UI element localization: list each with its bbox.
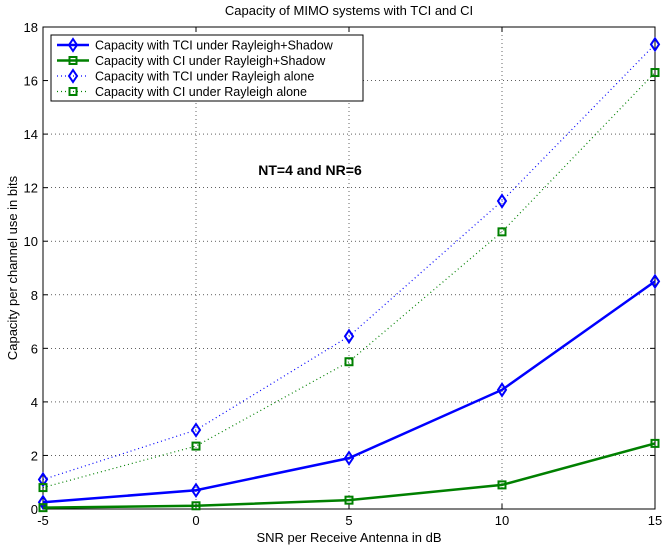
data-point <box>343 328 355 345</box>
y-tick-label: 10 <box>24 234 38 249</box>
data-point <box>497 227 507 237</box>
series-1 <box>37 273 661 511</box>
series-3 <box>37 36 661 488</box>
legend-item: Capacity with CI under Rayleigh+Shadow <box>57 54 326 68</box>
legend-marker <box>68 87 78 96</box>
data-point <box>650 438 660 448</box>
data-point <box>649 36 661 53</box>
y-tick-label: 4 <box>31 395 38 410</box>
data-point <box>191 501 201 511</box>
grid <box>43 27 655 509</box>
legend-label: Capacity with TCI under Rayleigh+Shadow <box>95 39 334 53</box>
data-point <box>649 273 661 290</box>
series-4 <box>38 68 660 493</box>
data-point <box>37 494 49 511</box>
y-tick-label: 16 <box>24 74 38 89</box>
x-tick-label: -5 <box>37 513 49 528</box>
data-point <box>37 471 49 488</box>
legend-marker <box>68 56 78 65</box>
data-point <box>650 68 660 78</box>
y-axis-label: Capacity per channel use in bits <box>5 175 20 360</box>
legend: Capacity with TCI under Rayleigh+ShadowC… <box>50 34 364 102</box>
legend-label: Capacity with CI under Rayleigh alone <box>95 85 307 99</box>
x-tick-label: 0 <box>192 513 199 528</box>
series-line <box>42 280 656 504</box>
legend-item: Capacity with TCI under Rayleigh+Shadow <box>57 37 334 53</box>
x-tick-label: 5 <box>345 513 352 528</box>
annotation-text: NT=4 and NR=6 <box>258 162 362 178</box>
data-point <box>38 483 48 493</box>
series-line <box>42 43 656 481</box>
data-point <box>191 441 201 451</box>
series-2 <box>38 438 660 513</box>
series-line <box>42 72 656 489</box>
data-point <box>38 503 48 513</box>
y-tick-label: 0 <box>31 502 38 517</box>
x-axis-label: SNR per Receive Antenna in dB <box>257 530 442 545</box>
series-line <box>42 442 656 509</box>
x-tick-label: 10 <box>495 513 509 528</box>
x-tick-label: 15 <box>648 513 662 528</box>
data-point <box>344 495 354 505</box>
y-tick-label: 14 <box>24 127 38 142</box>
data-point <box>497 480 507 490</box>
y-tick-label: 18 <box>24 20 38 35</box>
legend-marker <box>67 37 79 53</box>
y-tick-label: 12 <box>24 181 38 196</box>
data-point <box>190 422 202 438</box>
legend-marker <box>67 68 79 84</box>
chart-title: Capacity of MIMO systems with TCI and CI <box>225 3 473 18</box>
data-point <box>344 357 354 367</box>
y-tick-label: 2 <box>31 448 38 463</box>
legend-label: Capacity with TCI under Rayleigh alone <box>95 70 314 84</box>
legend-box <box>50 34 364 102</box>
y-tick-label: 6 <box>31 341 38 356</box>
y-tick-label: 8 <box>31 288 38 303</box>
data-point <box>496 382 508 398</box>
data-point <box>496 193 508 209</box>
data-point <box>190 482 202 499</box>
legend-label: Capacity with CI under Rayleigh+Shadow <box>95 54 326 68</box>
legend-item: Capacity with TCI under Rayleigh alone <box>57 68 314 84</box>
data-point <box>343 450 355 466</box>
series-group <box>37 36 661 513</box>
legend-item: Capacity with CI under Rayleigh alone <box>57 85 307 99</box>
